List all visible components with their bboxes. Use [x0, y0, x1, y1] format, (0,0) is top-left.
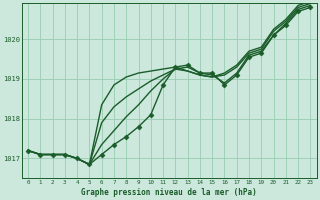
X-axis label: Graphe pression niveau de la mer (hPa): Graphe pression niveau de la mer (hPa) [81, 188, 257, 197]
